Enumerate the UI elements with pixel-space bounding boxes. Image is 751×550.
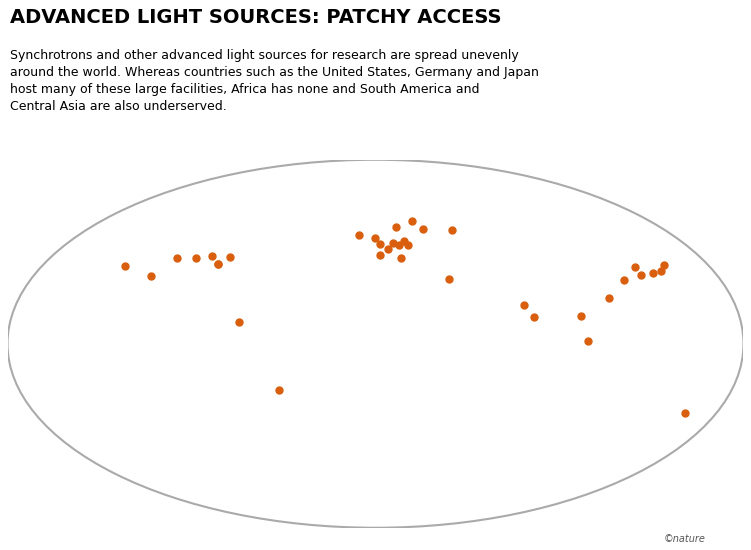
Text: Synchrotrons and other advanced light sources for research are spread unevenly
a: Synchrotrons and other advanced light so…: [10, 50, 538, 113]
Text: ©nature: ©nature: [664, 535, 706, 544]
Text: ADVANCED LIGHT SOURCES: PATCHY ACCESS: ADVANCED LIGHT SOURCES: PATCHY ACCESS: [10, 8, 501, 27]
